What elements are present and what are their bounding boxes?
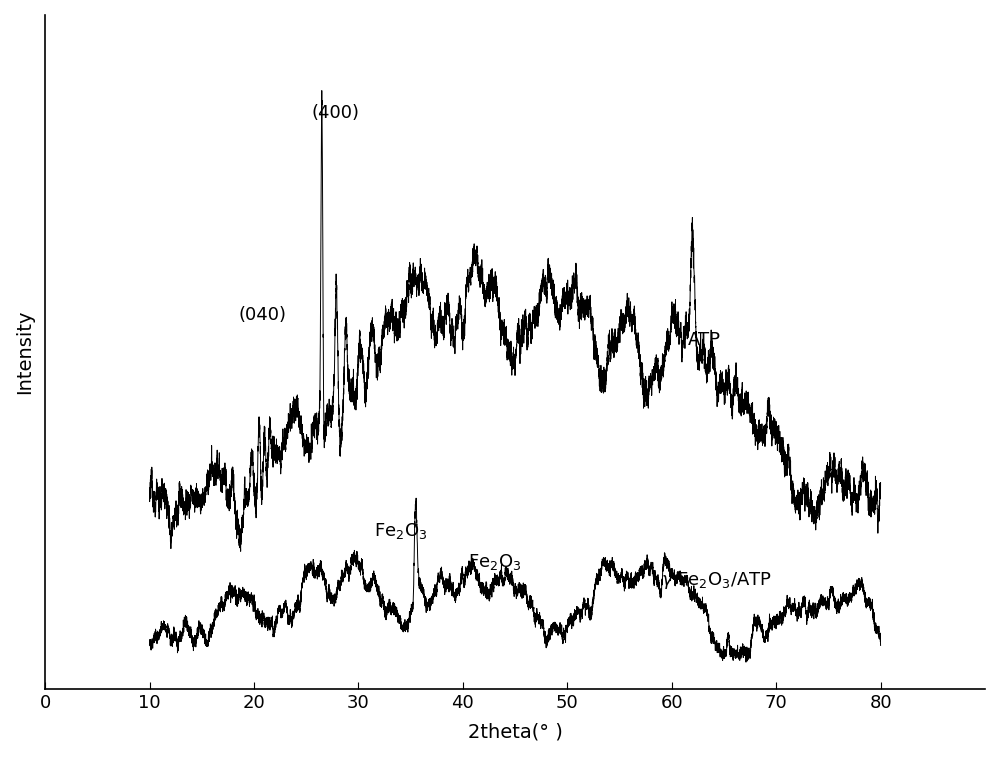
X-axis label: 2theta(° ): 2theta(° ): [468, 723, 562, 742]
Text: ATP: ATP: [687, 331, 720, 349]
Y-axis label: Intensity: Intensity: [15, 310, 34, 394]
Text: (400): (400): [311, 104, 359, 122]
Text: $\gamma$ Fe$_2$O$_3$/ATP: $\gamma$ Fe$_2$O$_3$/ATP: [661, 570, 772, 591]
Text: Fe$_2$O$_3$: Fe$_2$O$_3$: [374, 521, 427, 541]
Text: Fe$_2$O$_3$: Fe$_2$O$_3$: [468, 553, 521, 572]
Text: (040): (040): [238, 306, 286, 324]
